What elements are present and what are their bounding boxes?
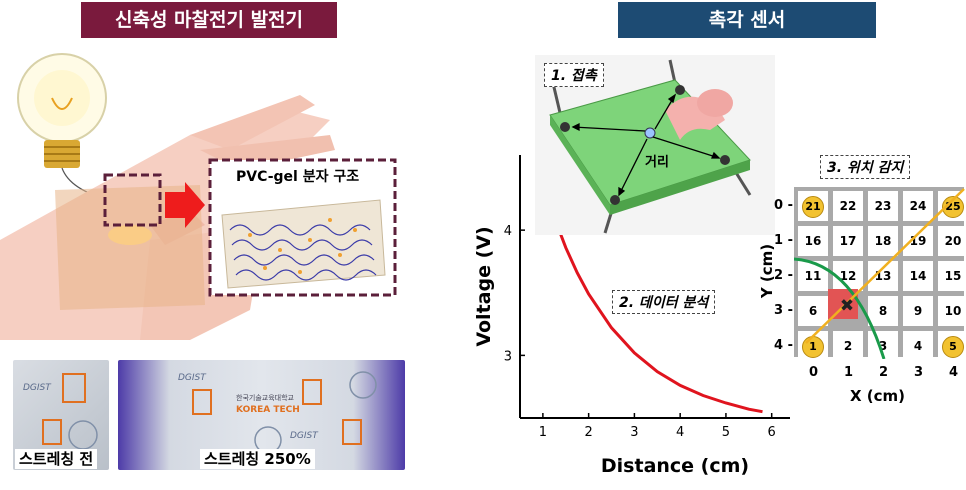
distance-label: 거리 xyxy=(645,155,669,170)
grid-cell: 6 xyxy=(798,296,828,326)
hand-illustration xyxy=(0,53,397,340)
grid-x-axis-label: X (cm) xyxy=(850,387,906,405)
y-tick-label: 3 xyxy=(504,349,512,364)
step-analysis-label: 2. 데이터 분석 xyxy=(612,290,716,314)
series-line xyxy=(541,179,763,414)
grid-cell: 21 xyxy=(798,191,828,221)
electrode-icon: 25 xyxy=(942,196,964,218)
grid-cell: 17 xyxy=(833,226,863,256)
grid-x-tick: 1 xyxy=(844,365,854,380)
grid-x-tick: 2 xyxy=(879,365,889,380)
grid-cell: 8 xyxy=(868,296,898,326)
position-grid: 21 22 23 24 25 16 17 18 19 20 11 12 13 14 15 6 7 8 9 10 1 2 3 4… xyxy=(794,187,966,361)
grid-cell: 12 xyxy=(833,261,863,291)
electrode-icon: 1 xyxy=(802,336,824,358)
grid-cell: 5 xyxy=(938,331,966,361)
step-position-label: 3. 위치 감지 xyxy=(820,155,911,179)
light-bulb-icon xyxy=(17,53,111,201)
grid-cell: 10 xyxy=(938,296,966,326)
grid-cell: 22 xyxy=(833,191,863,221)
y-axis-label: Voltage (V) xyxy=(473,226,495,346)
logo-dgist-text: DGIST xyxy=(23,383,52,393)
logo-dgist-text-3: DGIST xyxy=(290,431,319,441)
grid-y-tick: 4 - xyxy=(774,338,793,353)
grid-cell: 20 xyxy=(938,226,966,256)
step-contact-label: 1. 접촉 xyxy=(544,63,604,87)
x-tick-label: 5 xyxy=(722,425,730,440)
x-tick-label: 1 xyxy=(539,425,547,440)
logo-dgist-text-2: DGIST xyxy=(178,373,207,383)
grid-x-tick: 3 xyxy=(914,365,924,380)
grid-cell: 2 xyxy=(833,331,863,361)
grid-y-tick: 3 - xyxy=(774,303,793,318)
grid-cell: 18 xyxy=(868,226,898,256)
electrode-icon: 21 xyxy=(802,196,824,218)
grid-cell: 9 xyxy=(903,296,933,326)
x-tick-label: 6 xyxy=(768,425,776,440)
x-tick-label: 4 xyxy=(676,425,684,440)
grid-cell: 25 xyxy=(938,191,966,221)
grid-cell: 3 xyxy=(868,331,898,361)
grid-x-tick: 0 xyxy=(809,365,819,380)
right-section-title: 촉각 센서 xyxy=(618,2,876,38)
grid-cell: 1 xyxy=(798,331,828,361)
logo-koreatech-text: KOREA TECH xyxy=(236,405,300,415)
pvc-gel-label: PVC-gel 분자 구조 xyxy=(236,169,360,185)
grid-cell: 14 xyxy=(903,261,933,291)
grid-cell: 15 xyxy=(938,261,966,291)
grid-cell: 23 xyxy=(868,191,898,221)
caption-after-stretch: 스트레칭 250% xyxy=(200,449,315,469)
grid-cell: 13 xyxy=(868,261,898,291)
grid-cell: 7 xyxy=(843,304,853,318)
x-tick-label: 3 xyxy=(630,425,638,440)
y-tick-label: 4 xyxy=(504,224,512,239)
voltage-distance-chart: 1 2 3 4 5 6 3 4 Distance (cm) Voltage (V) xyxy=(473,155,790,477)
grid-cell: 19 xyxy=(903,226,933,256)
caption-before-stretch: 스트레칭 전 xyxy=(15,449,98,469)
logo-university-text: 한국기술교육대학교 xyxy=(236,393,295,402)
electrode-icon: 5 xyxy=(942,336,964,358)
grid-cell: 16 xyxy=(798,226,828,256)
grid-x-tick: 4 xyxy=(949,365,959,380)
x-axis-label: Distance (cm) xyxy=(601,455,749,477)
grid-y-tick: 2 - xyxy=(774,268,793,283)
grid-cell: 4 xyxy=(903,331,933,361)
grid-cell: 11 xyxy=(798,261,828,291)
grid-y-tick: 0 - xyxy=(774,198,793,213)
left-section-title: 신축성 마찰전기 발전기 xyxy=(81,2,337,38)
grid-cell: 24 xyxy=(903,191,933,221)
x-tick-label: 2 xyxy=(585,425,593,440)
grid-y-tick: 1 - xyxy=(774,233,793,248)
